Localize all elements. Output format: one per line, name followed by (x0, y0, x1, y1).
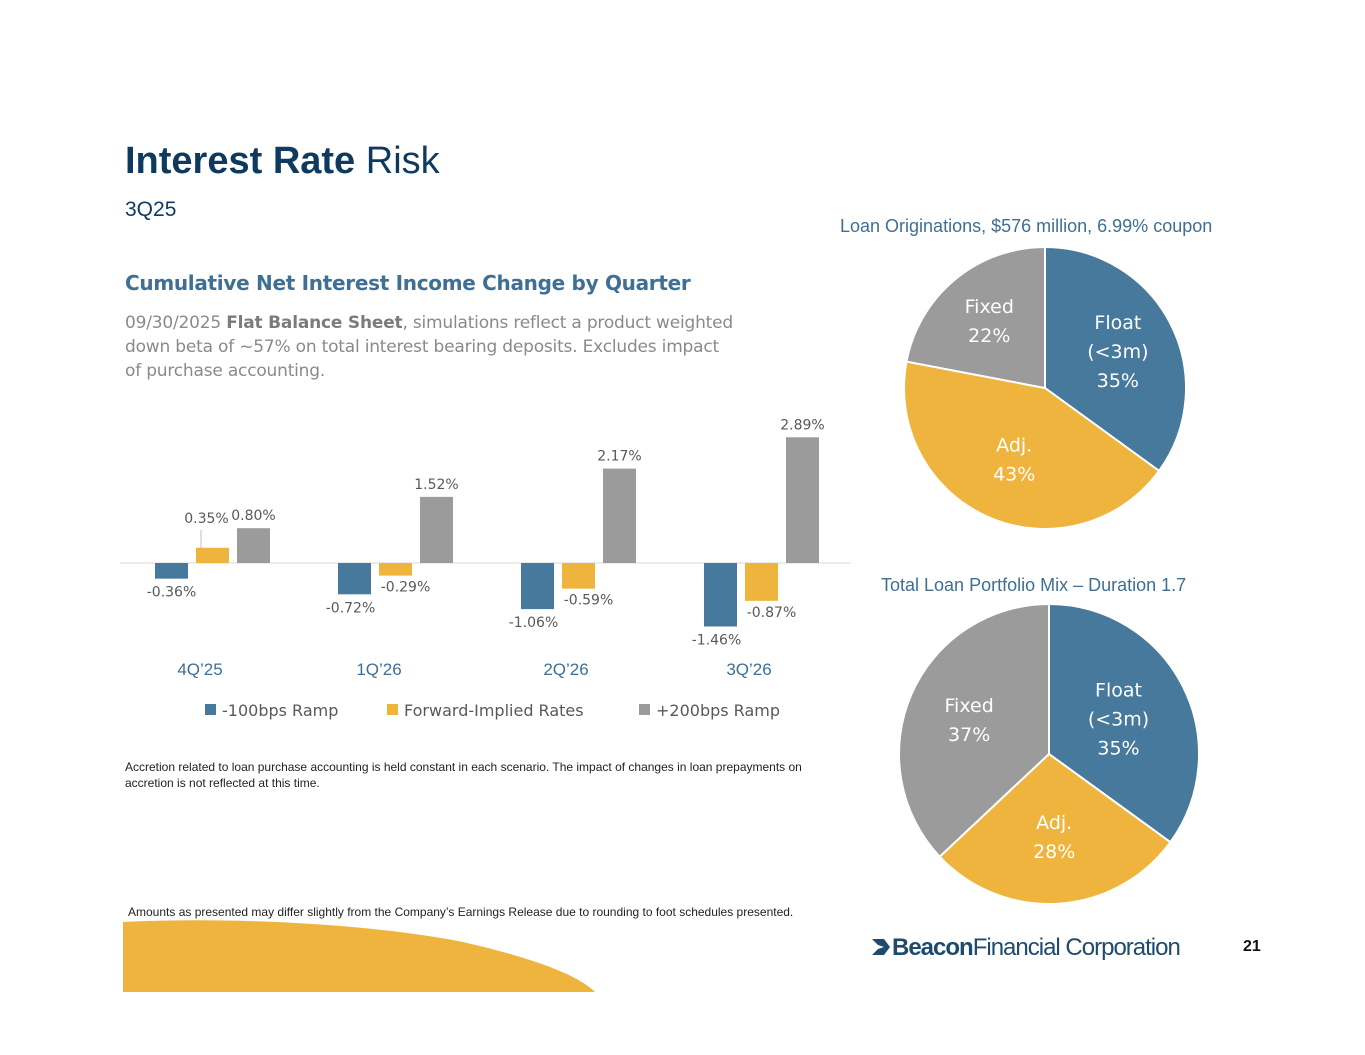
pie-label-0-1: (<3m) (1088, 709, 1149, 731)
pie-label-1-0: Adj. (1036, 812, 1072, 834)
pie-label-0-2: 35% (1097, 738, 1139, 760)
pie-label-1-0: Adj. (996, 435, 1032, 457)
bar-label-0-2: -1.06% (509, 615, 559, 631)
pie-label-0-0: Float (1095, 680, 1142, 702)
pie-slice-2 (905, 245, 1046, 390)
pie-slice-2 (898, 602, 1050, 859)
rounding-note: Amounts as presented may differ slightly… (128, 905, 794, 919)
bar-label-2-3: 2.89% (780, 417, 824, 433)
bar-label-2-2: 2.17% (597, 449, 641, 465)
pie-slice-1 (903, 360, 1161, 530)
bar-0-0 (155, 563, 188, 579)
category-label-1: 1Q’26 (356, 660, 401, 679)
pie-label-2-0: Fixed (945, 695, 994, 717)
pie-label-0-2: 35% (1097, 370, 1139, 392)
logo-mark-icon (872, 939, 890, 955)
section-heading: Cumulative Net Interest Income Change by… (125, 271, 691, 295)
title-bold: Interest Rate (125, 140, 356, 182)
bar-2-1 (420, 496, 453, 563)
legend-label-1: Forward-Implied Rates (404, 701, 584, 720)
page-number: 21 (1243, 938, 1261, 955)
title-regular: Risk (365, 140, 440, 182)
legend-swatch-1 (387, 704, 398, 715)
bar-2-0 (237, 528, 270, 563)
category-label-0: 4Q’25 (177, 660, 222, 679)
description: 09/30/2025 Flat Balance Sheet, simulatio… (125, 311, 735, 383)
bar-label-2-0: 0.80% (231, 508, 275, 524)
bar-1-2 (562, 563, 595, 589)
pie-label-1-1: 43% (993, 464, 1035, 486)
portfolio-mix-pie: Float (<3m) 35% Adj. 28% Fixed 37% (898, 602, 1200, 905)
bar-label-1-2: -0.59% (564, 593, 614, 609)
legend-label-0: -100bps Ramp (222, 701, 338, 720)
logo-bold: Beacon (892, 934, 974, 961)
bar-label-1-0: 0.35% (184, 511, 228, 527)
category-label-2: 2Q’26 (543, 660, 588, 679)
pie-label-1-1: 28% (1033, 841, 1075, 863)
bar-label-0-3: -1.46% (692, 633, 742, 649)
bar-1-1 (379, 563, 412, 576)
bar-1-0 (196, 547, 229, 563)
logo-regular: Financial Corporation (972, 934, 1181, 961)
page-title: Interest Rate Risk (125, 140, 440, 183)
loan-originations-title: Loan Originations, $576 million, 6.99% c… (840, 216, 1213, 236)
bar-label-1-3: -0.87% (747, 605, 797, 621)
nii-bar-chart: -0.36% 0.35% 0.80% 4Q’25 -0.72% -0.29% 1.52% 1Q… (120, 417, 851, 720)
pie-label-2-1: 22% (968, 325, 1010, 347)
portfolio-mix-title: Total Loan Portfolio Mix – Duration 1.7 (881, 575, 1187, 595)
bar-2-2 (603, 468, 636, 563)
pie-label-2-1: 37% (948, 724, 990, 746)
description-date: 09/30/2025 (125, 313, 221, 333)
bar-2-3 (786, 437, 819, 563)
description-rest: , simulations reflect a product weighted… (125, 313, 733, 381)
bar-label-1-1: -0.29% (381, 580, 431, 596)
bar-0-1 (338, 563, 371, 595)
pie-slice-1 (938, 752, 1172, 905)
bar-label-2-1: 1.52% (414, 477, 458, 493)
bar-1-3 (745, 563, 778, 601)
decorative-swoosh (123, 920, 595, 992)
pie-slice-0 (1048, 602, 1200, 844)
category-label-3: 3Q’26 (726, 660, 771, 679)
page-subtitle: 3Q25 (125, 198, 177, 221)
bar-0-3 (704, 563, 737, 627)
loan-originations-pie: Float (<3m) 35% Adj. 43% Fixed 22% (903, 245, 1187, 530)
pie-slice-0 (1044, 245, 1187, 473)
legend-swatch-0 (205, 704, 216, 715)
bar-0-2 (521, 563, 554, 610)
legend-swatch-2 (639, 704, 650, 715)
company-logo: BeaconFinancial Corporation (870, 934, 1181, 962)
pie-label-0-1: (<3m) (1087, 341, 1148, 363)
accretion-note: Accretion related to loan purchase accou… (125, 760, 802, 790)
description-bold: Flat Balance Sheet (226, 313, 403, 333)
pie-label-0-0: Float (1094, 312, 1141, 334)
legend-label-2: +200bps Ramp (656, 701, 780, 720)
pie-label-2-0: Fixed (965, 296, 1014, 318)
bar-label-0-0: -0.36% (147, 585, 197, 601)
bar-label-0-1: -0.72% (326, 600, 376, 616)
